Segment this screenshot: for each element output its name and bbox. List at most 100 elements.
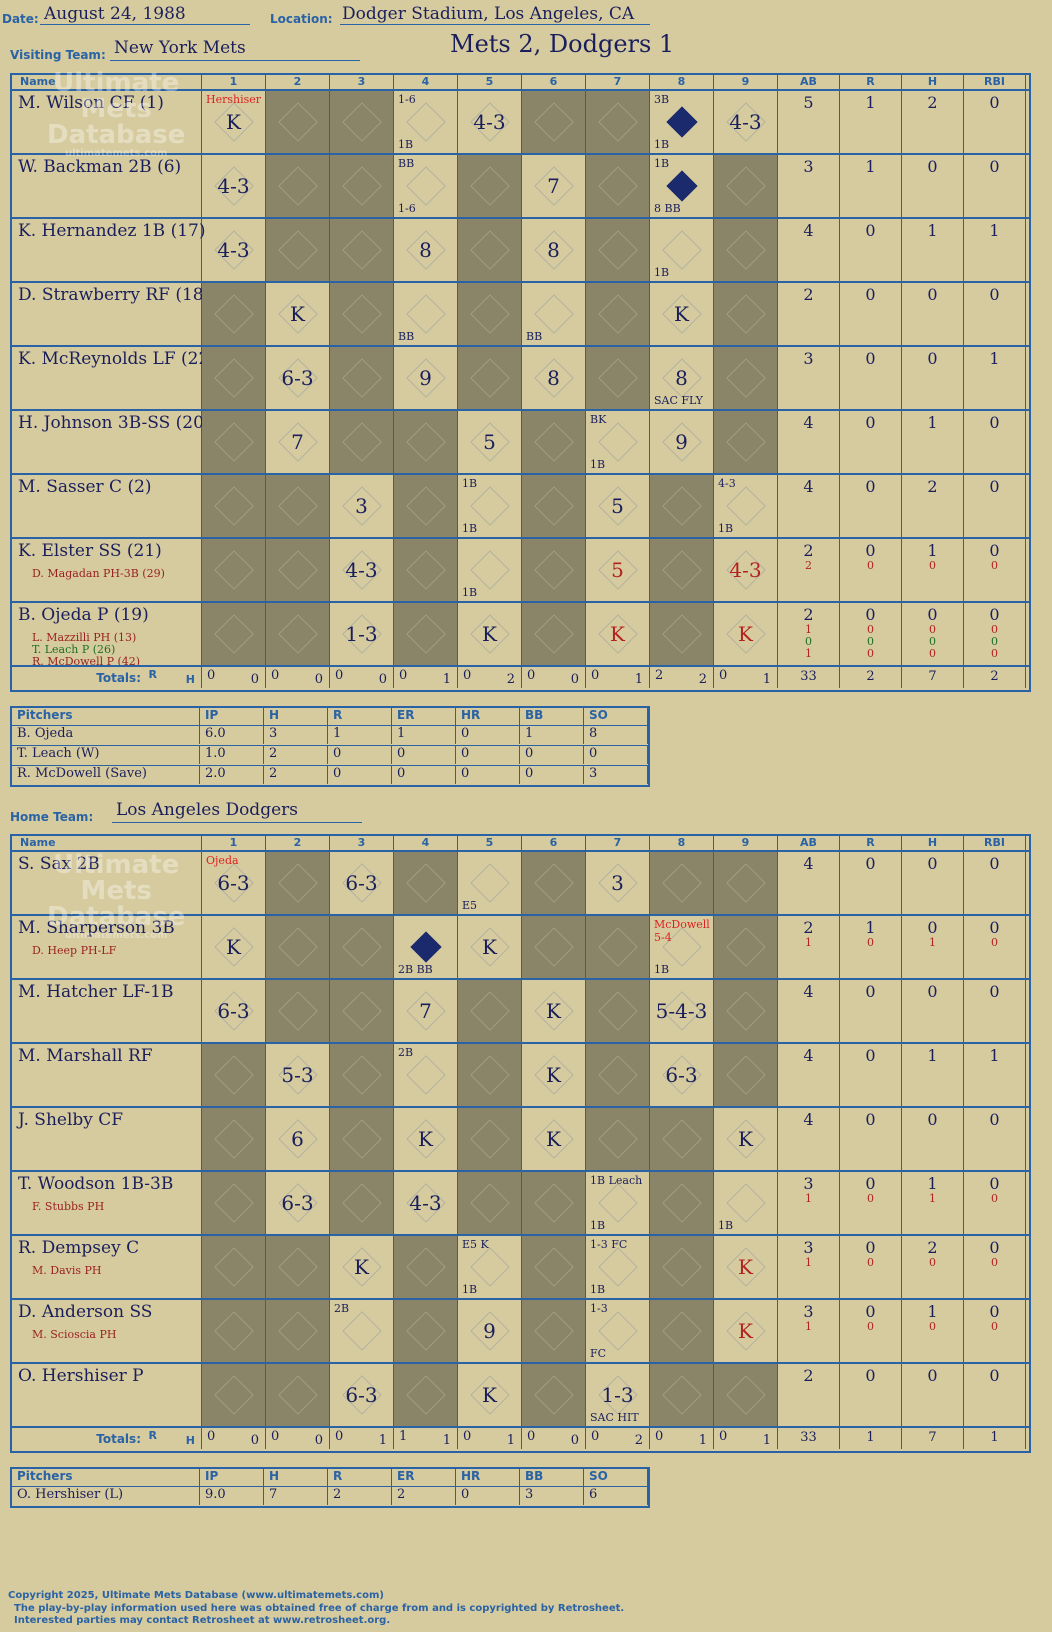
inning-cell-3 [330, 155, 394, 217]
inning-cell-4: BB [394, 283, 458, 345]
inning-cell-2 [266, 539, 330, 601]
inning-cell-1 [202, 1108, 266, 1170]
inning-cell-2 [266, 91, 330, 153]
stat-cell-ab: 5 [778, 91, 840, 153]
base-diamond [533, 1375, 574, 1415]
stat-value: 5 [803, 93, 814, 112]
inning-cell-9 [714, 155, 778, 217]
inning-hits: 1 [378, 1433, 387, 1448]
play-note-bottom: 1B [462, 522, 478, 535]
play-note-bottom: 1B [718, 1219, 734, 1232]
substitute-name: R. McDowell P (42) [32, 655, 141, 668]
pitcher-stat: 6.0 [200, 726, 264, 744]
inning-cell-9: K [714, 1236, 778, 1298]
inning-hits: 1 [762, 1433, 771, 1448]
stat-value: 0 [867, 1192, 874, 1205]
batter-name-cell: M. Marshall RF [12, 1044, 202, 1106]
stat-value: 0 [929, 623, 936, 636]
inning-cell-2 [266, 1236, 330, 1298]
base-diamond [597, 102, 638, 142]
play-note-top: 1B [462, 477, 478, 490]
base-diamond [469, 230, 510, 270]
runs-label: R [148, 668, 157, 681]
stat-value: 0 [927, 1110, 938, 1129]
stat-value: 2 [927, 93, 938, 112]
inning-cell-3: 6-3 [330, 852, 394, 914]
column-header-name: Name [12, 75, 202, 89]
base-diamond [277, 486, 318, 526]
batter-name-cell: K. Elster SS (21) D. Magadan PH-3B (29) [12, 539, 202, 601]
base-diamond [213, 550, 254, 590]
inning-runs: 0 [527, 668, 536, 683]
team-total: 1 [964, 1428, 1026, 1449]
totals-label-cell: Totals: R H [12, 667, 202, 688]
inning-cell-2: 6-3 [266, 1172, 330, 1234]
pitcher-col-bb: BB [520, 1469, 584, 1486]
inning-hits: 0 [378, 672, 387, 687]
inning-cell-2 [266, 1300, 330, 1362]
inning-cell-5 [458, 1172, 522, 1234]
column-header-9: 9 [714, 836, 778, 850]
play-note-bottom: 1-6 [398, 202, 416, 215]
team-total: 1 [840, 1428, 902, 1449]
inning-cell-4 [394, 539, 458, 601]
inning-cell-8: K [650, 283, 714, 345]
base-diamond [597, 166, 638, 206]
inning-hits: 1 [634, 672, 643, 687]
stat-value: 3 [803, 1238, 814, 1257]
inning-cell-6 [522, 1172, 586, 1234]
inning-cell-6: K [522, 1044, 586, 1106]
stat-value: 0 [865, 1302, 876, 1321]
play-result: 4-3 [217, 174, 250, 198]
stat-value: 4 [803, 221, 814, 240]
visiting-team-label: Visiting Team: [10, 48, 106, 62]
base-diamond [277, 166, 318, 206]
batter-name-cell: H. Johnson 3B-SS (20) [12, 411, 211, 473]
stat-value: 0 [989, 918, 1000, 937]
inning-cell-8: 8 SAC FLY [650, 347, 714, 409]
inning-cell-1 [202, 1236, 266, 1298]
batter-name-cell: J. Shelby CF [12, 1108, 202, 1170]
pitcher-stat: 2 [392, 1487, 456, 1505]
stat-cell-r: 0 [840, 1044, 902, 1106]
base-diamond [665, 106, 698, 138]
stat-value: 0 [865, 285, 876, 304]
column-header-5: 5 [458, 836, 522, 850]
substitute-name: F. Stubbs PH [32, 1200, 105, 1213]
base-diamond [277, 102, 318, 142]
inning-cell-6 [522, 603, 586, 665]
base-diamond [405, 863, 446, 903]
play-note-top: E5 K [462, 1238, 489, 1251]
totals-label: Totals: [96, 1432, 141, 1446]
play-note-top: 1-3 [590, 1302, 608, 1315]
base-diamond [533, 1183, 574, 1223]
stat-value: 0 [927, 854, 938, 873]
base-diamond [533, 422, 574, 462]
pitcher-stat: 2 [264, 746, 328, 764]
inning-cell-9: 4-3 1B [714, 475, 778, 537]
base-diamond [469, 1119, 510, 1159]
inning-runs: 0 [719, 1429, 728, 1444]
play-note-bottom: SAC HIT [590, 1411, 639, 1424]
stat-value: 1 [805, 623, 812, 636]
stat-cell-ab: 4 [778, 852, 840, 914]
column-header-7: 7 [586, 75, 650, 89]
inning-cell-1 [202, 1044, 266, 1106]
inning-cell-7 [586, 1044, 650, 1106]
batter-name-cell: O. Hershiser P [12, 1364, 202, 1426]
inning-cell-3 [330, 916, 394, 978]
pitcher-stat: 7 [264, 1487, 328, 1505]
base-diamond [661, 230, 702, 270]
play-result: 5 [483, 430, 496, 454]
play-result: K [546, 999, 561, 1023]
inning-runs: 0 [207, 1429, 216, 1444]
